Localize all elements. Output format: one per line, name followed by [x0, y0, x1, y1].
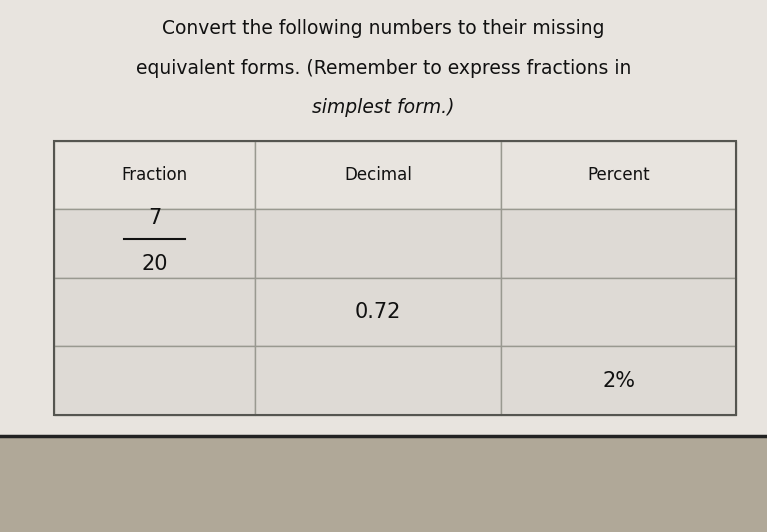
Text: Fraction: Fraction	[121, 166, 187, 184]
FancyBboxPatch shape	[255, 346, 501, 415]
Text: 7: 7	[148, 208, 161, 228]
Text: Convert the following numbers to their missing: Convert the following numbers to their m…	[163, 19, 604, 38]
FancyBboxPatch shape	[501, 141, 736, 210]
Text: 2%: 2%	[602, 371, 635, 390]
Text: 20: 20	[141, 254, 168, 274]
FancyBboxPatch shape	[501, 210, 736, 278]
FancyBboxPatch shape	[54, 278, 255, 346]
FancyBboxPatch shape	[54, 346, 255, 415]
FancyBboxPatch shape	[501, 278, 736, 346]
Text: Percent: Percent	[588, 166, 650, 184]
FancyBboxPatch shape	[255, 210, 501, 278]
FancyBboxPatch shape	[0, 0, 767, 436]
FancyBboxPatch shape	[255, 278, 501, 346]
FancyBboxPatch shape	[54, 141, 255, 210]
Text: 0.72: 0.72	[355, 302, 401, 322]
Text: equivalent forms. (Remember to express fractions in: equivalent forms. (Remember to express f…	[136, 59, 631, 78]
FancyBboxPatch shape	[501, 346, 736, 415]
Text: simplest form.): simplest form.)	[312, 98, 455, 118]
FancyBboxPatch shape	[54, 210, 255, 278]
FancyBboxPatch shape	[255, 141, 501, 210]
Text: Decimal: Decimal	[344, 166, 412, 184]
